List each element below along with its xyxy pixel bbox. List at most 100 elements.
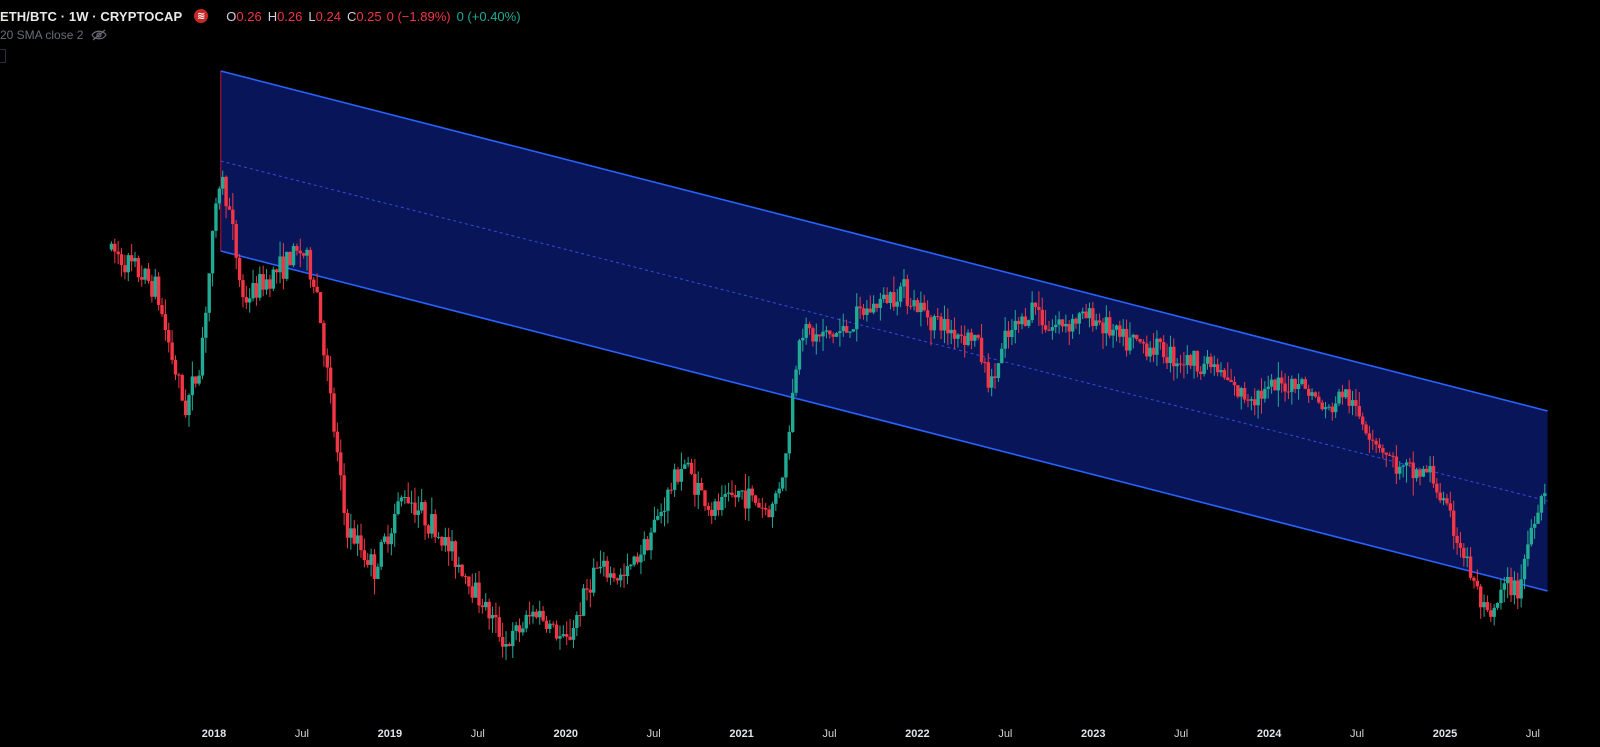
candle (500, 622, 505, 658)
candle (1195, 350, 1200, 378)
candle (1057, 311, 1061, 334)
channel-median-line (220, 160, 1548, 502)
symbol-title[interactable]: ETH/BTC · 1W · CRYPTOCAP (0, 8, 183, 24)
candle (278, 241, 282, 284)
candle (1273, 378, 1277, 391)
candle (922, 294, 926, 312)
candle (194, 376, 198, 388)
candle (1371, 429, 1375, 451)
candle (366, 552, 370, 568)
candle (237, 253, 242, 287)
candle (460, 563, 464, 578)
candle (737, 490, 741, 502)
candle (726, 482, 731, 502)
candle (507, 642, 512, 647)
candle (703, 489, 707, 511)
candle (855, 293, 859, 342)
candle (183, 389, 188, 418)
parallel-channel[interactable] (220, 70, 1548, 592)
candle (231, 192, 235, 241)
candle (423, 500, 427, 540)
eye-hidden-icon[interactable] (91, 29, 108, 41)
candle (386, 524, 390, 553)
candle (1293, 378, 1297, 394)
candle (109, 241, 114, 252)
candle (305, 247, 309, 271)
candle (821, 318, 825, 352)
candle (1411, 451, 1415, 496)
candle (541, 606, 545, 623)
candle (534, 608, 539, 619)
candle (1239, 386, 1243, 410)
candle (656, 508, 660, 521)
candle (1070, 314, 1075, 339)
candle (1394, 445, 1399, 484)
exchange-flag-icon[interactable]: ≋ (194, 9, 209, 23)
time-axis-label: 2023 (1081, 728, 1105, 740)
candlestick-series (109, 170, 1547, 661)
candle (996, 362, 1001, 382)
candle (578, 602, 582, 627)
candle (915, 297, 920, 313)
candle (167, 322, 171, 353)
indicator-legend[interactable]: 20 SMA close 2 (0, 27, 108, 43)
candle (426, 524, 431, 539)
candle (1263, 381, 1267, 403)
candle (204, 306, 208, 353)
time-axis-label: 2021 (729, 728, 753, 740)
candle (521, 621, 525, 636)
candle (264, 268, 269, 295)
candle (1438, 482, 1442, 504)
indicator-label[interactable]: 20 SMA close 2 (0, 28, 84, 42)
candle (315, 273, 319, 294)
candle (1313, 391, 1318, 398)
candle (1165, 343, 1169, 369)
candle (710, 502, 714, 524)
candle (743, 473, 748, 521)
candle (1344, 388, 1348, 400)
candle (595, 561, 599, 569)
high-value: 0.26 (277, 8, 303, 24)
candle (1077, 311, 1082, 335)
candle (632, 555, 636, 567)
candle (355, 524, 360, 556)
time-axis-label: Jul (471, 728, 485, 740)
candle (1340, 384, 1345, 405)
candle (480, 598, 485, 614)
candle (814, 323, 818, 355)
candle (757, 498, 761, 508)
candle (1505, 567, 1510, 599)
candle (558, 625, 562, 650)
candle (207, 273, 211, 322)
candle (1236, 385, 1240, 399)
candle (1323, 401, 1328, 419)
candle (740, 489, 744, 500)
candle (1138, 338, 1142, 344)
candle (1418, 469, 1422, 486)
candle (1067, 320, 1071, 346)
candle (575, 611, 579, 637)
candle (912, 289, 916, 311)
candle (440, 536, 444, 552)
candle (1327, 404, 1331, 411)
candle (1242, 382, 1247, 404)
candle (676, 466, 680, 485)
candle (568, 619, 572, 641)
candle (1205, 350, 1210, 370)
candle (210, 230, 215, 287)
candle (1232, 376, 1237, 396)
candle (342, 463, 346, 526)
candle (1145, 335, 1149, 361)
candle (1101, 317, 1105, 350)
candle (1475, 569, 1480, 590)
candle (844, 319, 849, 334)
candle (436, 532, 441, 540)
open-key: O (226, 8, 237, 24)
close-key: C (346, 8, 357, 24)
candle (645, 535, 650, 551)
candle (1421, 465, 1426, 478)
candle (133, 251, 137, 268)
legend-collapse-button[interactable] (0, 49, 6, 63)
candle (959, 325, 964, 344)
